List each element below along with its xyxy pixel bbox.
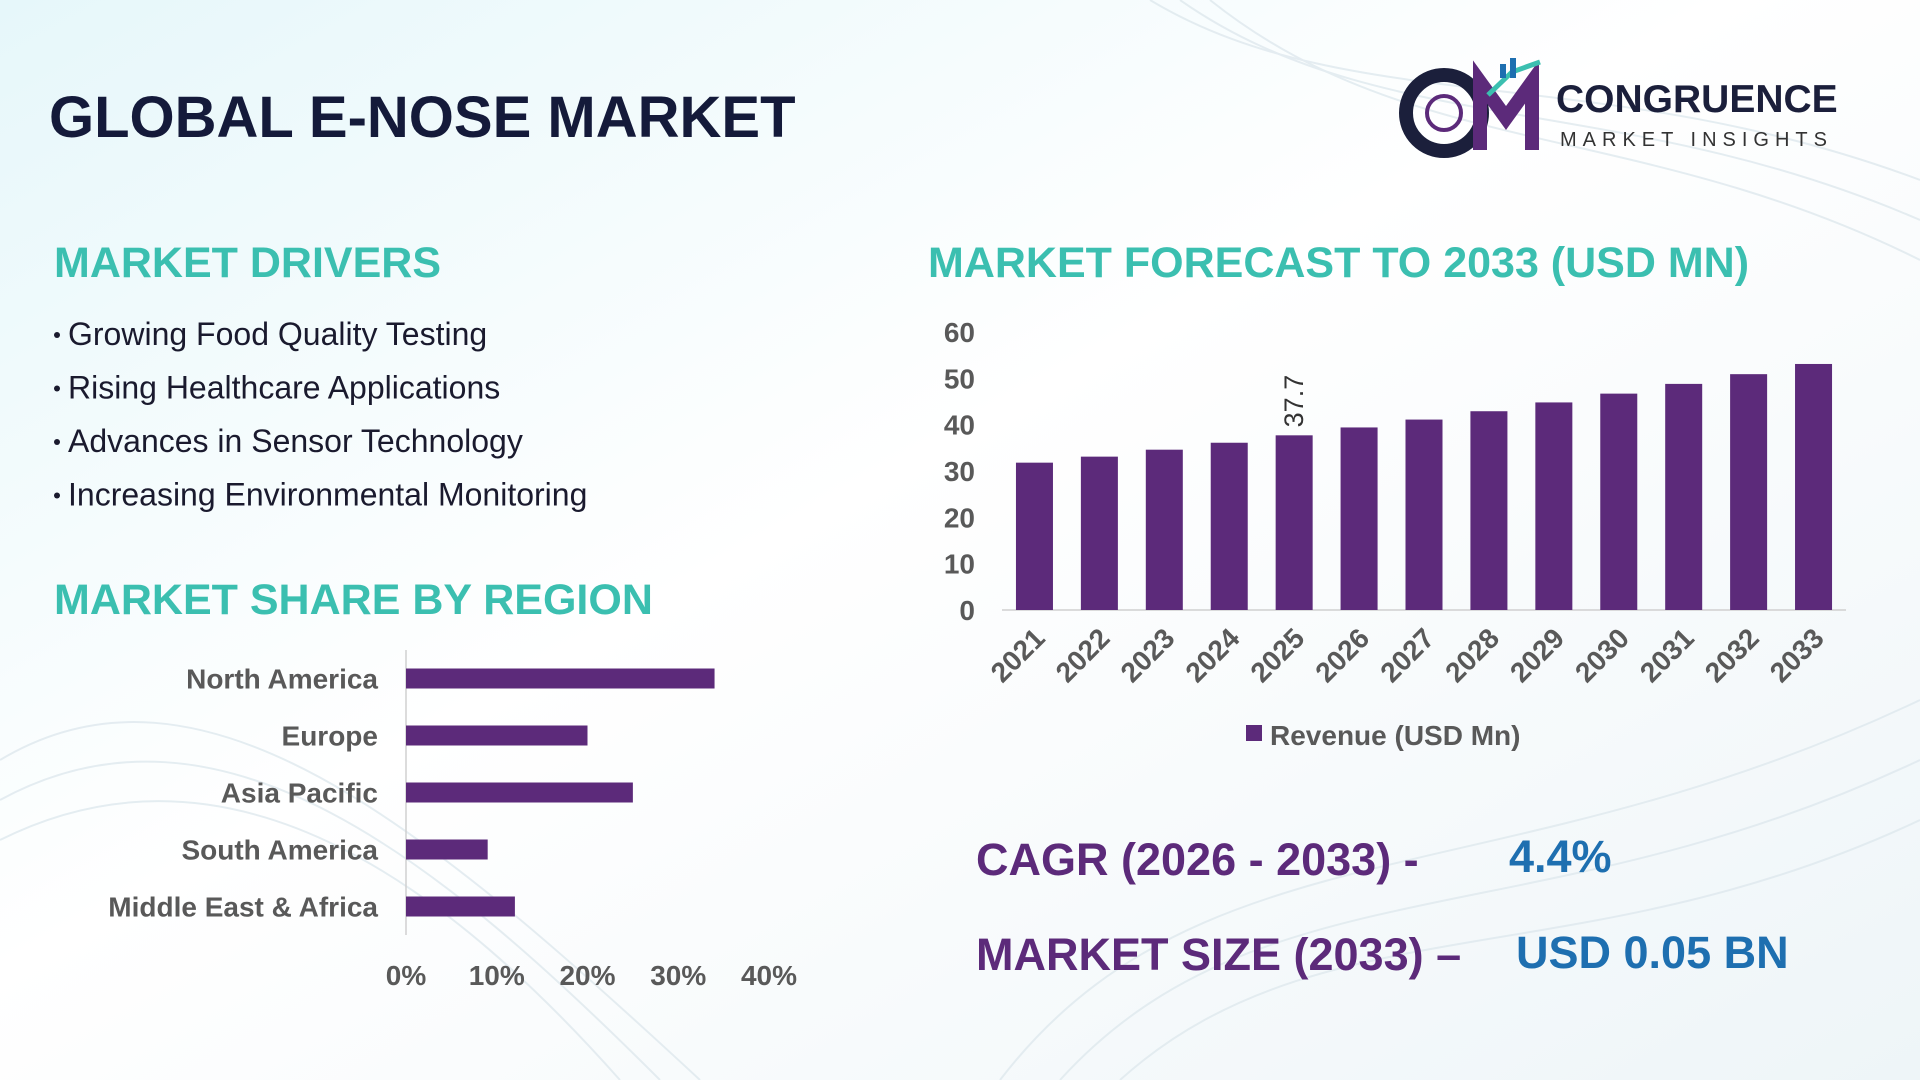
driver-item: Growing Food Quality Testing — [68, 316, 487, 352]
bar — [406, 668, 715, 689]
legend-swatch — [1246, 725, 1262, 741]
charts: MARKET SHARE BY REGION 0% 10% 20% 30% 40% Nort… — [54, 239, 1846, 991]
driver-item: Increasing Environmental Monitoring — [68, 477, 587, 513]
y-tick-label: 30 — [944, 456, 975, 487]
y-tick-label: 60 — [944, 317, 975, 348]
logo-bar — [1500, 64, 1506, 78]
y-tick-label: Europe — [282, 721, 378, 752]
y-tick-label: 40 — [944, 410, 975, 441]
bullet-dot — [54, 439, 60, 445]
legend-label: Revenue (USD Mn) — [1270, 720, 1520, 751]
bar — [1080, 456, 1118, 610]
bullet-dot — [54, 332, 60, 338]
driver-item: Advances in Sensor Technology — [68, 423, 523, 459]
bar — [1210, 442, 1248, 610]
page-title: GLOBAL E-NOSE MARKET — [49, 85, 796, 150]
logo-globe — [1425, 94, 1463, 132]
y-tick-label: Asia Pacific — [221, 778, 378, 809]
y-tick-label: 20 — [944, 502, 975, 533]
y-tick-label: Middle East & Africa — [108, 892, 378, 923]
bar — [406, 839, 488, 860]
driver-item: Rising Healthcare Applications — [68, 370, 500, 406]
bar — [1795, 363, 1833, 610]
bar — [1145, 449, 1183, 610]
bullet-dot — [54, 385, 60, 392]
chart-title: MARKET SHARE BY REGION — [54, 576, 653, 624]
logo: CONGRUENCE MARKET INSIGHTS — [1399, 58, 1838, 158]
cagr-value: 4.4% — [1509, 831, 1612, 882]
logo-bar — [1510, 58, 1516, 78]
y-tick-label: 10 — [944, 549, 975, 580]
bar — [1275, 435, 1313, 610]
x-tick-label: 0% — [386, 960, 427, 991]
market-size-value: USD 0.05 BN — [1516, 927, 1789, 978]
bar — [406, 896, 515, 917]
brand-name: CONGRUENCE — [1556, 78, 1838, 121]
driver-list: Growing Food Quality Testing Rising Healt… — [54, 316, 587, 513]
brand-tagline: MARKET INSIGHTS — [1560, 129, 1833, 151]
cagr-label: CAGR (2026 - 2033) - — [976, 834, 1419, 885]
bar — [1600, 393, 1638, 610]
y-tick-label: North America — [186, 664, 378, 695]
value-label: 37.7 — [1279, 375, 1309, 428]
x-tick-label: 20% — [559, 960, 615, 991]
bar — [1535, 402, 1573, 610]
bar — [1665, 383, 1703, 610]
y-tick-label: 50 — [944, 363, 975, 394]
bullet-dot — [54, 492, 60, 499]
y-tick-label: 0 — [959, 595, 975, 626]
bar — [1730, 374, 1768, 610]
bar — [1015, 462, 1053, 610]
bar — [1405, 419, 1443, 610]
bar — [1470, 411, 1508, 610]
y-tick-label: South America — [181, 835, 378, 866]
market-size-label: MARKET SIZE (2033) – — [976, 929, 1461, 980]
bar — [406, 782, 633, 803]
x-tick-label: 40% — [741, 960, 797, 991]
chart-title: MARKET FORECAST TO 2033 (USD MN) — [928, 239, 1749, 287]
x-tick-label: 10% — [469, 960, 525, 991]
x-tick-label: 30% — [650, 960, 706, 991]
bar — [406, 725, 588, 746]
bar — [1340, 427, 1378, 610]
section-title: MARKET DRIVERS — [54, 239, 441, 287]
logo-m — [1473, 60, 1539, 150]
